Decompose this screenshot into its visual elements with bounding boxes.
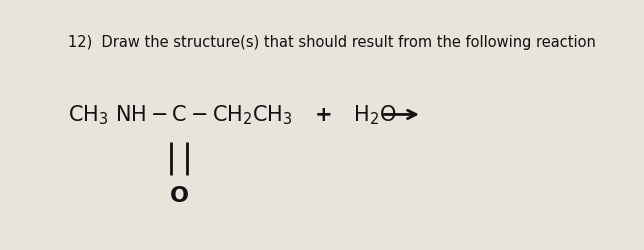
- Text: O: O: [169, 185, 189, 205]
- Text: $\mathsf{CH_3}$ $\mathsf{NH-C-CH_2CH_3}$   +   $\mathsf{H_2O}$: $\mathsf{CH_3}$ $\mathsf{NH-C-CH_2CH_3}$…: [68, 103, 397, 127]
- Text: 12)  Draw the structure(s) that should result from the following reaction: 12) Draw the structure(s) that should re…: [68, 35, 596, 50]
